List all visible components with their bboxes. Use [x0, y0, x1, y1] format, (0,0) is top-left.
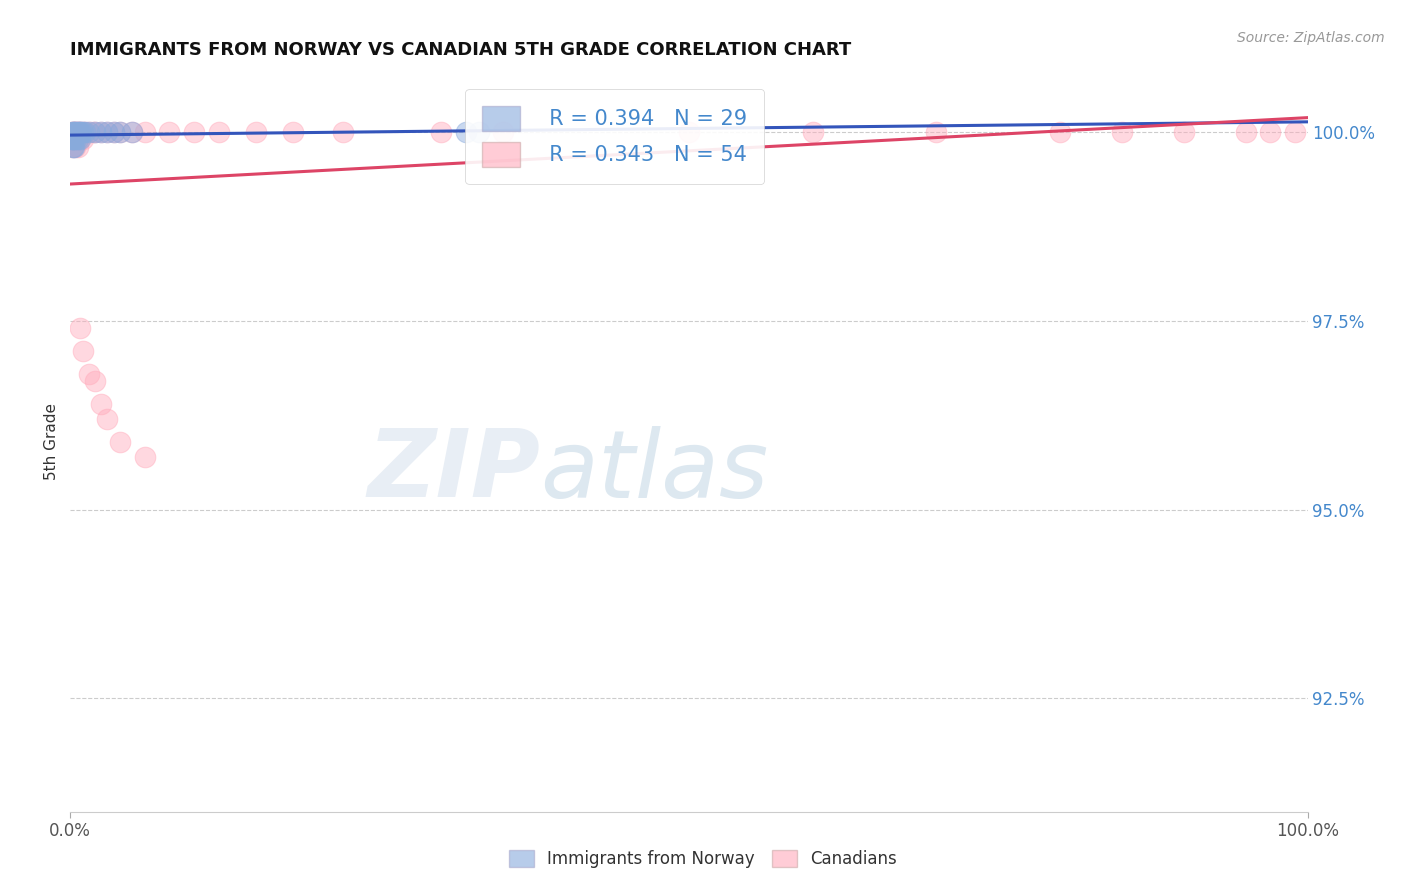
Point: [245, 125, 267, 139]
Point: [84, 125, 107, 139]
Legend:   R = 0.394   N = 29,   R = 0.343   N = 54: R = 0.394 N = 29, R = 0.343 N = 54: [465, 89, 763, 184]
Point: [67, 132, 90, 146]
Point: [63, 132, 86, 146]
Text: IMMIGRANTS FROM NORWAY VS CANADIAN 5TH GRADE CORRELATION CHART: IMMIGRANTS FROM NORWAY VS CANADIAN 5TH G…: [70, 41, 852, 59]
Point: [62, 125, 84, 139]
Point: [1111, 125, 1133, 139]
Point: [67, 125, 90, 139]
Point: [1284, 125, 1306, 139]
Point: [84, 374, 107, 388]
Point: [1049, 125, 1071, 139]
Point: [134, 125, 156, 139]
Point: [75, 125, 97, 139]
Point: [63, 132, 86, 146]
Point: [1173, 125, 1195, 139]
Point: [77, 367, 100, 381]
Point: [69, 125, 91, 139]
Point: [82, 125, 104, 139]
Point: [90, 125, 112, 139]
Point: [103, 125, 125, 139]
Point: [62, 132, 84, 146]
Point: [90, 125, 112, 139]
Point: [62, 132, 84, 146]
Point: [65, 125, 87, 139]
Point: [72, 125, 94, 139]
Point: [332, 125, 354, 139]
Point: [67, 125, 90, 139]
Point: [121, 125, 143, 139]
Text: Source: ZipAtlas.com: Source: ZipAtlas.com: [1237, 31, 1385, 45]
Point: [60, 132, 83, 146]
Point: [66, 125, 89, 139]
Point: [65, 125, 87, 139]
Point: [60, 140, 83, 154]
Point: [678, 125, 700, 139]
Point: [63, 140, 86, 154]
Point: [62, 125, 84, 139]
Point: [77, 125, 100, 139]
Point: [69, 321, 91, 335]
Point: [157, 125, 180, 139]
Point: [90, 397, 112, 411]
Point: [492, 125, 515, 139]
Point: [72, 125, 94, 139]
Point: [925, 125, 948, 139]
Point: [60, 132, 83, 146]
Point: [62, 140, 84, 154]
Point: [75, 125, 97, 139]
Legend: Immigrants from Norway, Canadians: Immigrants from Norway, Canadians: [502, 843, 904, 875]
Text: atlas: atlas: [540, 425, 769, 516]
Point: [77, 125, 100, 139]
Point: [108, 125, 131, 139]
Point: [66, 140, 89, 154]
Point: [60, 125, 83, 139]
Point: [60, 125, 83, 139]
Point: [84, 125, 107, 139]
Point: [96, 125, 118, 139]
Point: [1234, 125, 1257, 139]
Point: [96, 412, 118, 426]
Point: [66, 132, 89, 146]
Point: [72, 343, 94, 358]
Text: ZIP: ZIP: [367, 425, 540, 517]
Point: [65, 132, 87, 146]
Point: [63, 125, 86, 139]
Y-axis label: 5th Grade: 5th Grade: [44, 403, 59, 480]
Point: [208, 125, 231, 139]
Point: [66, 125, 89, 139]
Point: [801, 125, 824, 139]
Point: [430, 125, 453, 139]
Point: [134, 450, 156, 464]
Point: [183, 125, 205, 139]
Point: [96, 125, 118, 139]
Point: [65, 125, 87, 139]
Point: [69, 125, 91, 139]
Point: [108, 125, 131, 139]
Point: [72, 132, 94, 146]
Point: [1260, 125, 1282, 139]
Point: [281, 125, 304, 139]
Point: [65, 132, 87, 146]
Point: [65, 125, 87, 139]
Point: [65, 140, 87, 154]
Point: [69, 132, 91, 146]
Point: [121, 125, 143, 139]
Point: [60, 132, 83, 146]
Point: [467, 125, 489, 139]
Point: [103, 125, 125, 139]
Point: [63, 125, 86, 139]
Point: [108, 434, 131, 449]
Point: [456, 125, 478, 139]
Point: [70, 125, 93, 139]
Point: [69, 132, 91, 146]
